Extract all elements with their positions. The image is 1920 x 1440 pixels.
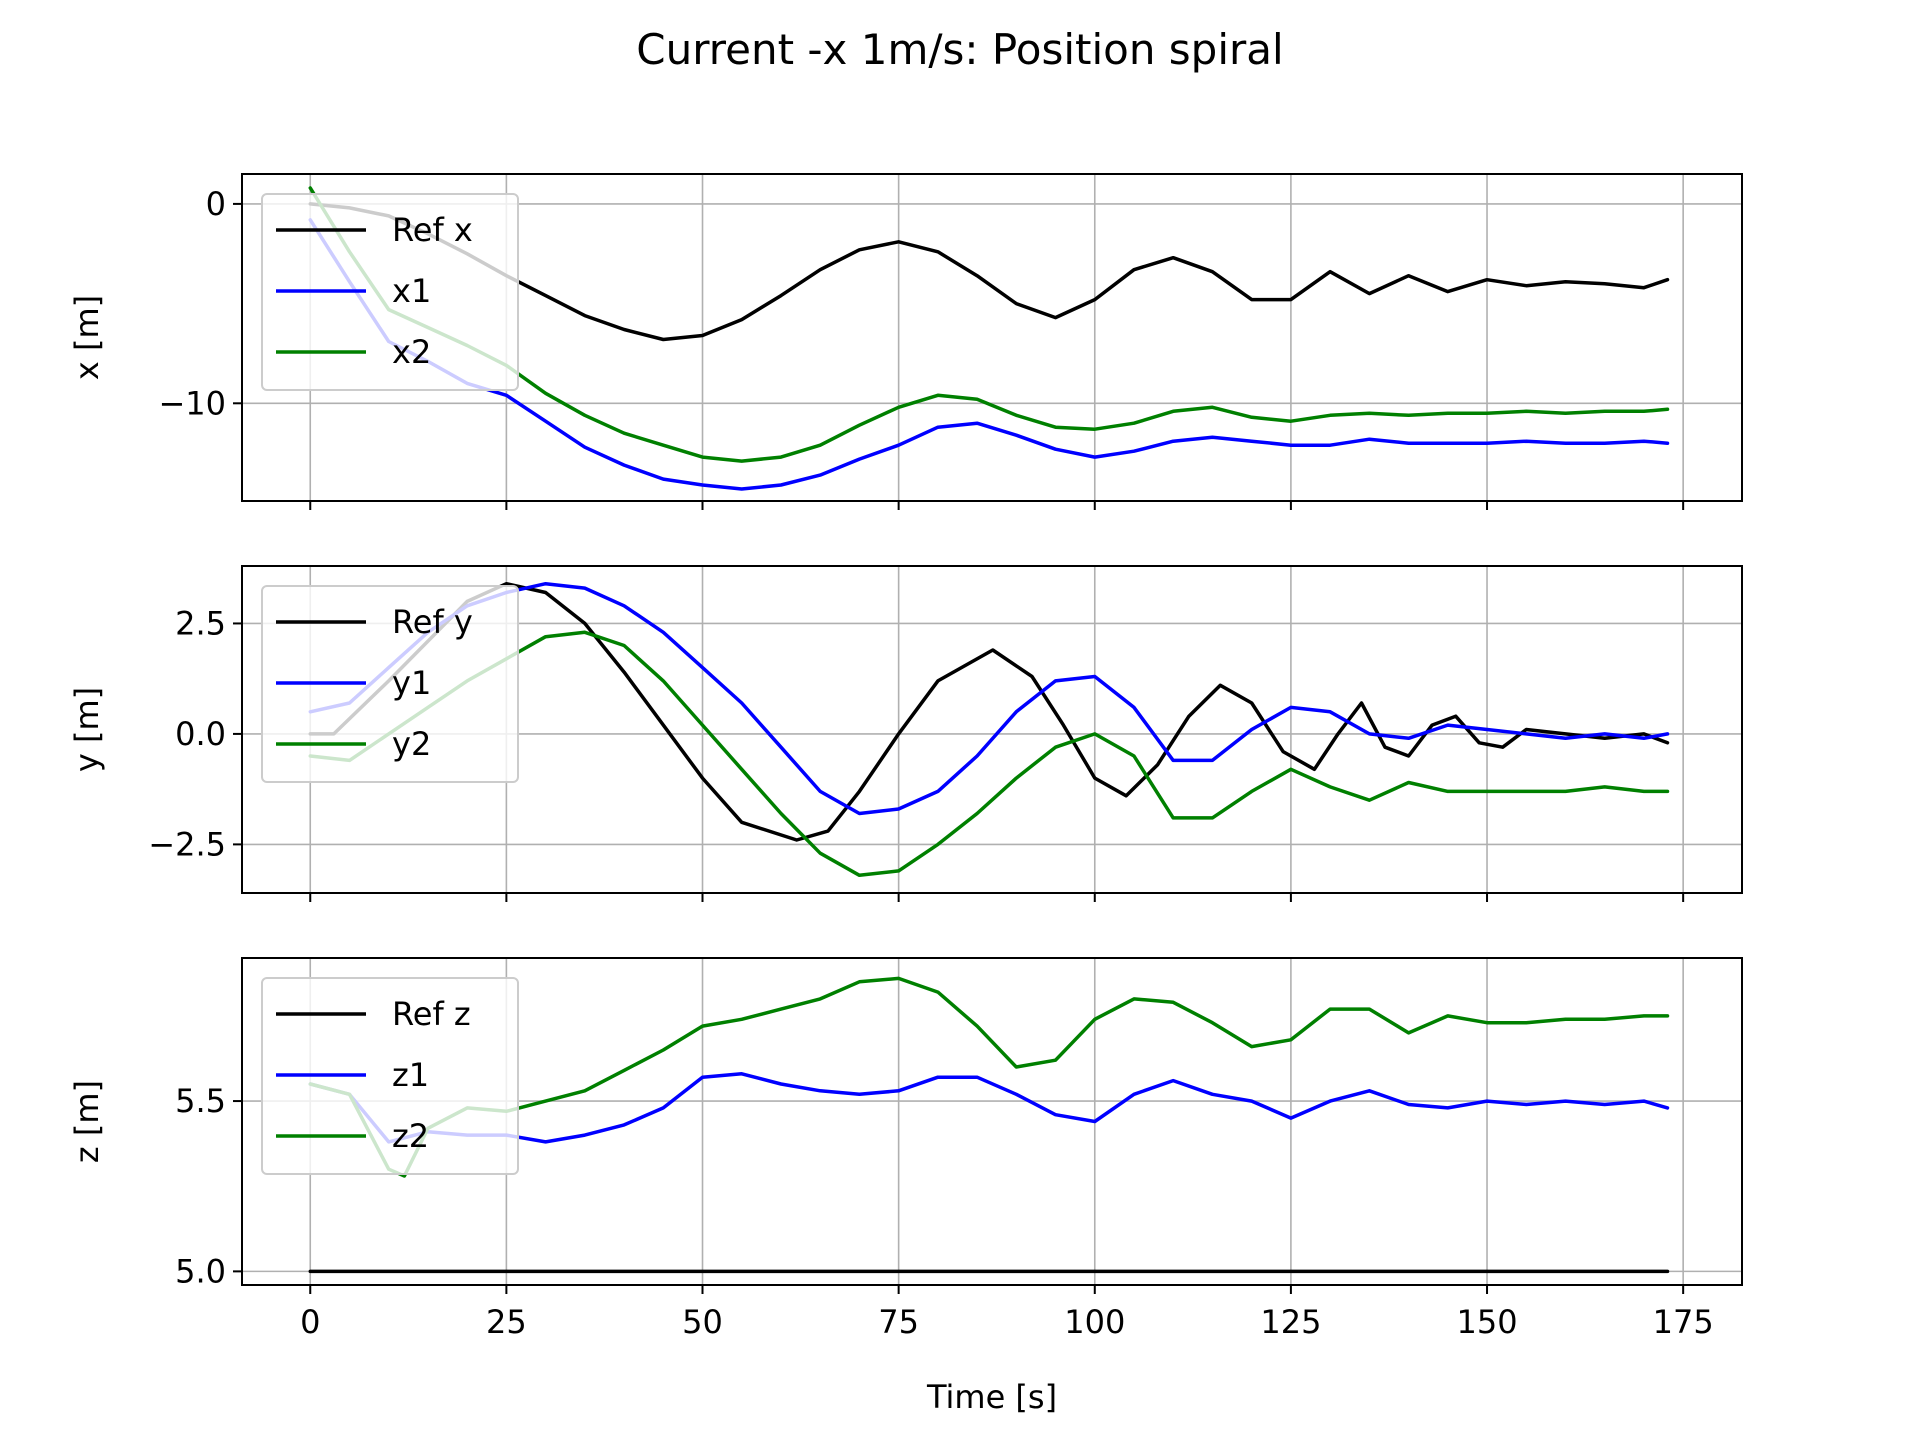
- legend: Ref x x1 x2: [261, 193, 519, 391]
- x-tick-label: 175: [1653, 1303, 1714, 1341]
- legend-label: z2: [392, 1117, 429, 1155]
- figure-title: Current -x 1m/s: Position spiral: [636, 25, 1283, 74]
- x-tick-label: 125: [1260, 1303, 1321, 1341]
- legend-frame: [261, 585, 519, 783]
- axes-panel-2: 2.5 0.0 −2.5 y [m] Ref y y1 y2: [68, 565, 1743, 902]
- x-tick-label: 100: [1064, 1303, 1125, 1341]
- series-line-ref-x: [308, 202, 1670, 342]
- legend: Ref y y1 y2: [261, 585, 519, 783]
- y-tick-label: 5.0: [175, 1252, 226, 1290]
- legend-label: z1: [392, 1056, 429, 1094]
- y-tick-label: −2.5: [148, 825, 226, 863]
- y-axis-label: y [m]: [68, 687, 106, 772]
- series-line-x2: [308, 186, 1670, 463]
- series-line-x1: [308, 218, 1670, 491]
- series-line-y2: [308, 630, 1670, 878]
- axes-frame: [241, 957, 1743, 1286]
- x-tick-label: 150: [1456, 1303, 1517, 1341]
- axes-root: 0 −10 x [m] Ref x x1 x2 2.5 0.0 −2.5 y [m] Ref y y1…: [68, 173, 1743, 1416]
- y-axis-label: z [m]: [68, 1080, 106, 1163]
- legend: Ref z z1 z2: [261, 977, 519, 1175]
- legend-label: x2: [392, 333, 431, 371]
- y-tick-label: 0: [206, 185, 226, 223]
- series-group: [308, 186, 1670, 491]
- axes-frame: [241, 565, 1743, 894]
- legend-label: Ref z: [392, 995, 471, 1033]
- y-tick-label: 2.5: [175, 604, 226, 642]
- legend-label: y2: [392, 725, 431, 763]
- series-group: [308, 581, 1670, 878]
- legend-label: Ref x: [392, 211, 473, 249]
- legend-label: y1: [392, 664, 431, 702]
- series-line-ref-y: [308, 581, 1670, 842]
- axes-panel-3: 0 25 50 75 100 125 150 175 5.5 5.0 z [m] Time [s] Re…: [68, 957, 1743, 1416]
- x-tick-label: 0: [300, 1303, 320, 1341]
- legend-label: Ref y: [392, 603, 473, 641]
- y-tick-label: 0.0: [175, 715, 226, 753]
- legend-frame: [261, 977, 519, 1175]
- x-tick-label: 25: [486, 1303, 527, 1341]
- series-line-z1: [308, 1072, 1670, 1144]
- series-line-y1: [308, 581, 1670, 816]
- axes-frame: [241, 173, 1743, 502]
- legend-label: x1: [392, 272, 431, 310]
- y-tick-label: −10: [158, 384, 226, 422]
- y-axis-label: x [m]: [68, 295, 106, 380]
- x-tick-label: 75: [878, 1303, 919, 1341]
- axes-panel-1: 0 −10 x [m] Ref x x1 x2: [68, 173, 1743, 510]
- legend-frame: [261, 193, 519, 391]
- x-tick-label: 50: [682, 1303, 723, 1341]
- y-tick-label: 5.5: [175, 1082, 226, 1120]
- x-axis-label: Time [s]: [926, 1378, 1057, 1416]
